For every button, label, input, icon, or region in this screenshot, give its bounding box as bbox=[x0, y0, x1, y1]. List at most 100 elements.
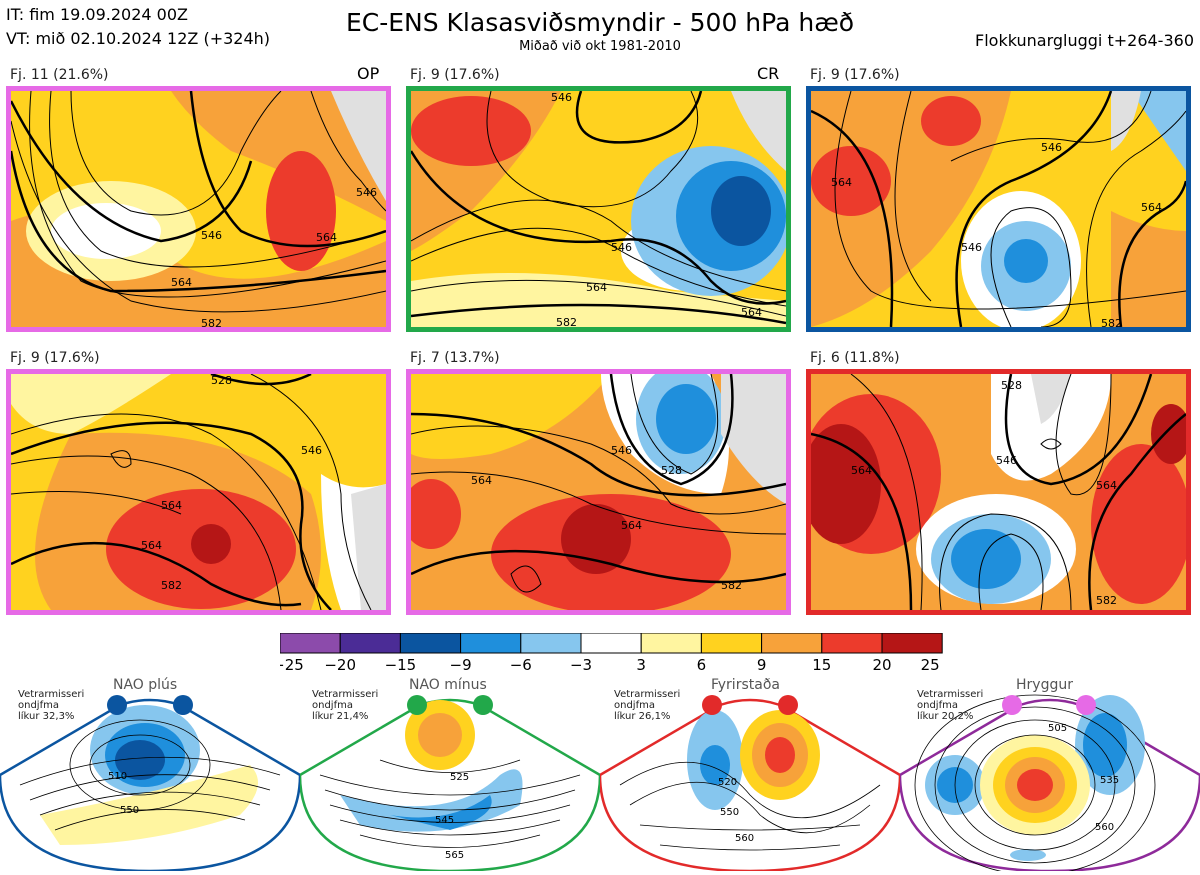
colorbar-swatch bbox=[520, 633, 582, 654]
colorbar-tick-label: 3 bbox=[636, 656, 646, 673]
colorbar-tick-label: −15 bbox=[385, 656, 417, 673]
panel-1-contour-label: 564 bbox=[316, 231, 337, 244]
blocking-contour: 560 bbox=[735, 833, 754, 844]
regime-info-line: Vetrarmisseri bbox=[312, 689, 379, 700]
panel-4-contour-label: 546 bbox=[301, 444, 322, 457]
panel-5-contour-label: 528 bbox=[661, 464, 682, 477]
regime-info: Vetrarmisseri ondjfma líkur 21,4% bbox=[312, 689, 378, 722]
panel-6-contour-label: 564 bbox=[851, 464, 872, 477]
regime-info-line: líkur 20,2% bbox=[917, 711, 974, 722]
colorbar-swatch bbox=[339, 633, 401, 654]
regime-nao-minus: 525 545 565 NAO mínus Vetrarmisseri ondj… bbox=[298, 675, 602, 873]
regime-ridge: 505 535 560 Hryggur Vetrarmisseri ondjfm… bbox=[898, 675, 1200, 875]
panel-5-contour-label: 564 bbox=[621, 519, 642, 532]
regime-name: Hryggur bbox=[1016, 677, 1073, 693]
panel-2-tag: CR bbox=[757, 64, 780, 83]
panel-1-contour-label: 564 bbox=[171, 276, 192, 289]
cluster-map-1: 546 564 582 564 546 bbox=[6, 86, 391, 332]
blocking-contour: 550 bbox=[720, 807, 739, 818]
colorbar-tick-label: −3 bbox=[570, 656, 592, 673]
colorbar-tick-label: 20 bbox=[872, 656, 891, 673]
panel-1-contour-label: 546 bbox=[356, 186, 377, 199]
panel-6-label: Fj. 6 (11.8%) bbox=[810, 350, 900, 366]
regime-marker-dot bbox=[778, 695, 798, 715]
panel-5-contour-label: 564 bbox=[471, 474, 492, 487]
regime-marker-dot bbox=[1002, 695, 1022, 715]
ridge-contour: 505 bbox=[1048, 723, 1067, 734]
panel-1-contour-label: 582 bbox=[201, 317, 222, 327]
blocking-contour: 520 bbox=[718, 777, 737, 788]
regime-info: Vetrarmisseri ondjfma líkur 20,2% bbox=[917, 689, 983, 722]
panel-4-label: Fj. 9 (17.6%) bbox=[10, 350, 100, 366]
panel-4-contour-label: 528 bbox=[211, 374, 232, 387]
classification-window: Flokkunargluggi t+264-360 bbox=[975, 31, 1194, 50]
panel-3-contour-label: 564 bbox=[831, 176, 852, 189]
panel-2-contour-label: 546 bbox=[551, 91, 572, 104]
page-subtitle: Miðað við okt 1981-2010 bbox=[519, 39, 681, 54]
nao-minus-contour: 545 bbox=[435, 815, 454, 826]
colorbar-swatch bbox=[399, 633, 462, 654]
panel-5-label: Fj. 7 (13.7%) bbox=[410, 350, 500, 366]
colorbar-swatch bbox=[821, 633, 883, 654]
valid-time: VT: mið 02.10.2024 12Z (+324h) bbox=[6, 29, 271, 48]
regime-info: Vetrarmisseri ondjfma líkur 26,1% bbox=[614, 689, 680, 722]
colorbar-tick-label: 15 bbox=[812, 656, 831, 673]
regime-info-line: ondjfma bbox=[18, 700, 59, 711]
regime-info-line: Vetrarmisseri bbox=[614, 689, 681, 700]
regime-marker-dot bbox=[173, 695, 193, 715]
colorbar-swatch bbox=[280, 633, 341, 654]
regime-info-line: líkur 32,3% bbox=[18, 711, 75, 722]
panel-2-contour-label: 564 bbox=[586, 281, 607, 294]
colorbar-swatch bbox=[640, 633, 702, 654]
panel-3-contour-label: 546 bbox=[961, 241, 982, 254]
panel-3-contour-label: 564 bbox=[1141, 201, 1162, 214]
regime-marker-dot bbox=[702, 695, 722, 715]
nao-minus-contour: 525 bbox=[450, 772, 469, 783]
panel-4-contour-label: 582 bbox=[161, 579, 182, 592]
regime-info-line: ondjfma bbox=[917, 700, 958, 711]
panel-6-contour-label: 582 bbox=[1096, 594, 1117, 607]
colorbar-swatch bbox=[460, 633, 522, 654]
panel-2-label: Fj. 9 (17.6%) bbox=[410, 67, 500, 83]
colorbar-tick-label: 6 bbox=[697, 656, 707, 673]
regime-info-line: líkur 21,4% bbox=[312, 711, 369, 722]
regime-info-line: ondjfma bbox=[312, 700, 353, 711]
page-title: EC-ENS Klasasviðsmyndir - 500 hPa hæð bbox=[345, 8, 855, 37]
regime-marker-dot bbox=[407, 695, 427, 715]
panel-1-contour-label: 546 bbox=[201, 229, 222, 242]
regime-info-line: líkur 26,1% bbox=[614, 711, 671, 722]
panel-1-label: Fj. 11 (21.6%) bbox=[10, 67, 109, 83]
anomaly-colorbar: −25 −20 −15 −9 −6 −3 3 6 9 15 20 25 bbox=[280, 633, 943, 673]
nao-minus-contour: 565 bbox=[445, 850, 464, 861]
regime-info-line: ondjfma bbox=[614, 700, 655, 711]
panel-6-contour-label: 564 bbox=[1096, 479, 1117, 492]
regime-blocking: 520 550 560 Fyrirstaða Vetrarmisseri ond… bbox=[598, 675, 902, 873]
nao-plus-contour: 510 bbox=[108, 771, 127, 782]
regime-marker-dot bbox=[107, 695, 127, 715]
cluster-map-6: 528 546 564 582 564 bbox=[806, 369, 1191, 615]
regime-marker-dot bbox=[473, 695, 493, 715]
panel-4-contour-label: 564 bbox=[161, 499, 182, 512]
regime-name: NAO plús bbox=[113, 677, 178, 693]
colorbar-tick-label: −9 bbox=[450, 656, 472, 673]
nao-plus-contour: 550 bbox=[120, 805, 139, 816]
colorbar-tick-label: 25 bbox=[921, 656, 940, 673]
colorbar-swatch bbox=[700, 633, 763, 654]
init-time: IT: fim 19.09.2024 00Z bbox=[6, 5, 188, 24]
panel-2-contour-label: 546 bbox=[611, 241, 632, 254]
panel-2-contour-label: 564 bbox=[741, 306, 762, 319]
regime-name: NAO mínus bbox=[409, 677, 487, 693]
regime-name: Fyrirstaða bbox=[711, 677, 780, 693]
colorbar-swatch bbox=[580, 633, 642, 654]
colorbar-swatch bbox=[881, 633, 943, 654]
regime-info: Vetrarmisseri ondjfma líkur 32,3% bbox=[18, 689, 84, 722]
ridge-contour: 535 bbox=[1100, 775, 1119, 786]
panel-6-contour-label: 528 bbox=[1001, 379, 1022, 392]
colorbar-tick-label: −20 bbox=[324, 656, 356, 673]
panel-2-contour-label: 582 bbox=[556, 316, 577, 327]
colorbar-tick-label: −6 bbox=[510, 656, 532, 673]
panel-3-contour-label: 582 bbox=[1101, 317, 1122, 327]
panel-4-contour-label: 564 bbox=[141, 539, 162, 552]
colorbar-tick-label: 9 bbox=[757, 656, 767, 673]
cluster-map-5: 546 564 528 582 564 bbox=[406, 369, 791, 615]
